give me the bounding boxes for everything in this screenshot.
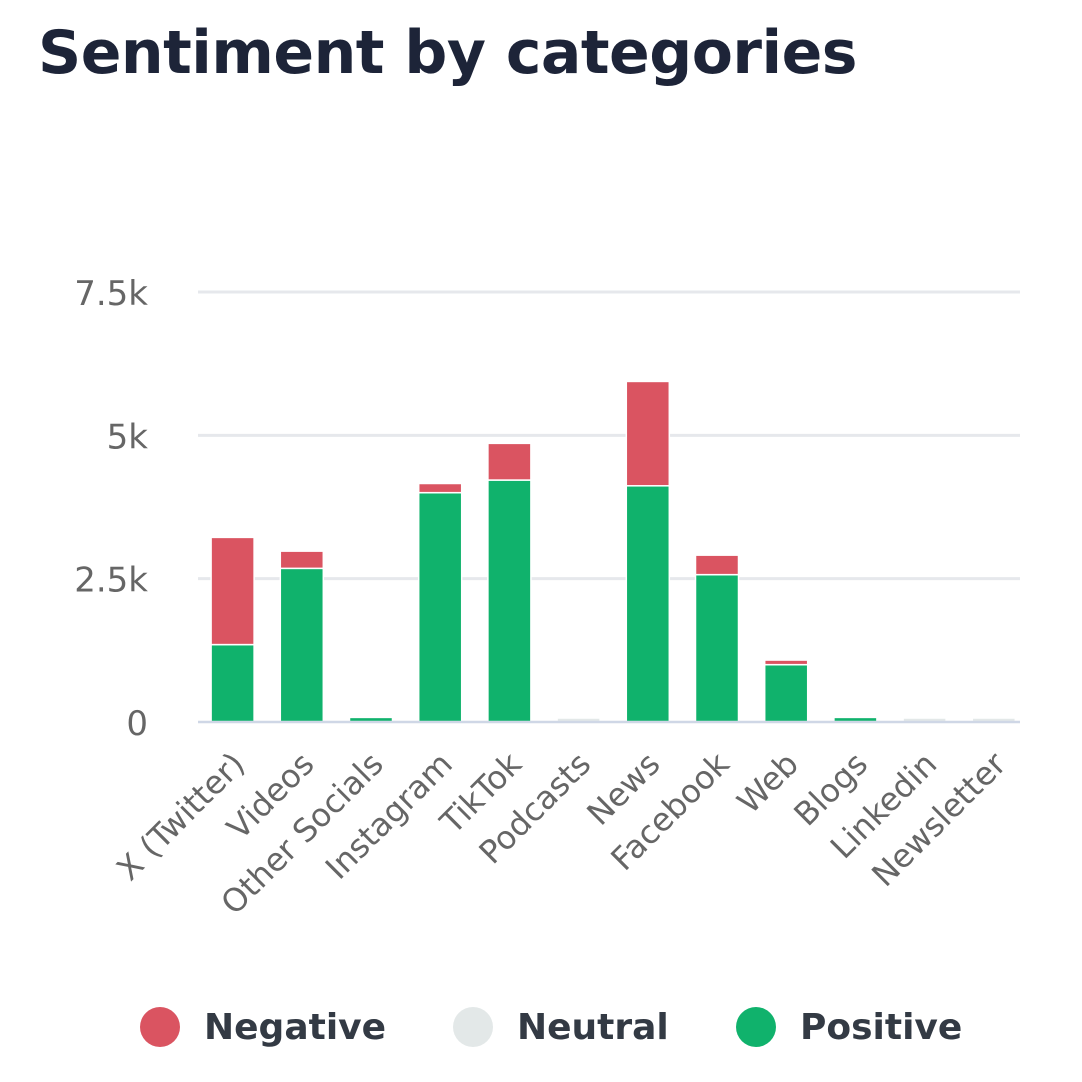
bar-news-positive — [625, 485, 671, 723]
y-tick-label-2-5k: 2.5k — [74, 561, 148, 601]
legend-item-positive[interactable]: Positive — [736, 1000, 962, 1054]
legend-label-negative: Negative — [204, 1006, 387, 1048]
y-tick-label-7-5k: 7.5k — [74, 274, 148, 314]
bar-videos-positive — [279, 567, 325, 723]
bar-news-negative — [625, 380, 671, 487]
bar-x-twitter-negative — [210, 536, 255, 646]
bar-x-twitter-positive — [210, 643, 255, 723]
bar-tiktok-negative — [487, 442, 532, 481]
legend-label-neutral: Neutral — [517, 1006, 669, 1048]
bar-videos-negative — [279, 550, 325, 570]
bar-tiktok-positive — [487, 479, 532, 723]
bar-facebook-positive — [694, 573, 740, 723]
chart-legend: Negative Neutral Positive — [0, 1000, 1082, 1054]
bar-instagram-negative — [417, 482, 463, 494]
legend-item-negative[interactable]: Negative — [140, 1000, 386, 1054]
legend-label-positive: Positive — [800, 1006, 963, 1048]
legend-marker-neutral — [453, 1007, 493, 1047]
legend-marker-positive — [736, 1007, 776, 1047]
bar-web-positive — [763, 663, 809, 723]
y-tick-label-5k: 5k — [107, 417, 149, 457]
bar-web-negative — [763, 659, 809, 666]
legend-marker-negative — [140, 1007, 180, 1047]
chart-title: Sentiment by categories — [38, 18, 857, 88]
bar-facebook-negative — [694, 554, 740, 576]
y-tick-label-0: 0 — [126, 704, 148, 744]
legend-item-neutral[interactable]: Neutral — [453, 1000, 669, 1054]
bar-instagram-positive — [417, 491, 463, 723]
